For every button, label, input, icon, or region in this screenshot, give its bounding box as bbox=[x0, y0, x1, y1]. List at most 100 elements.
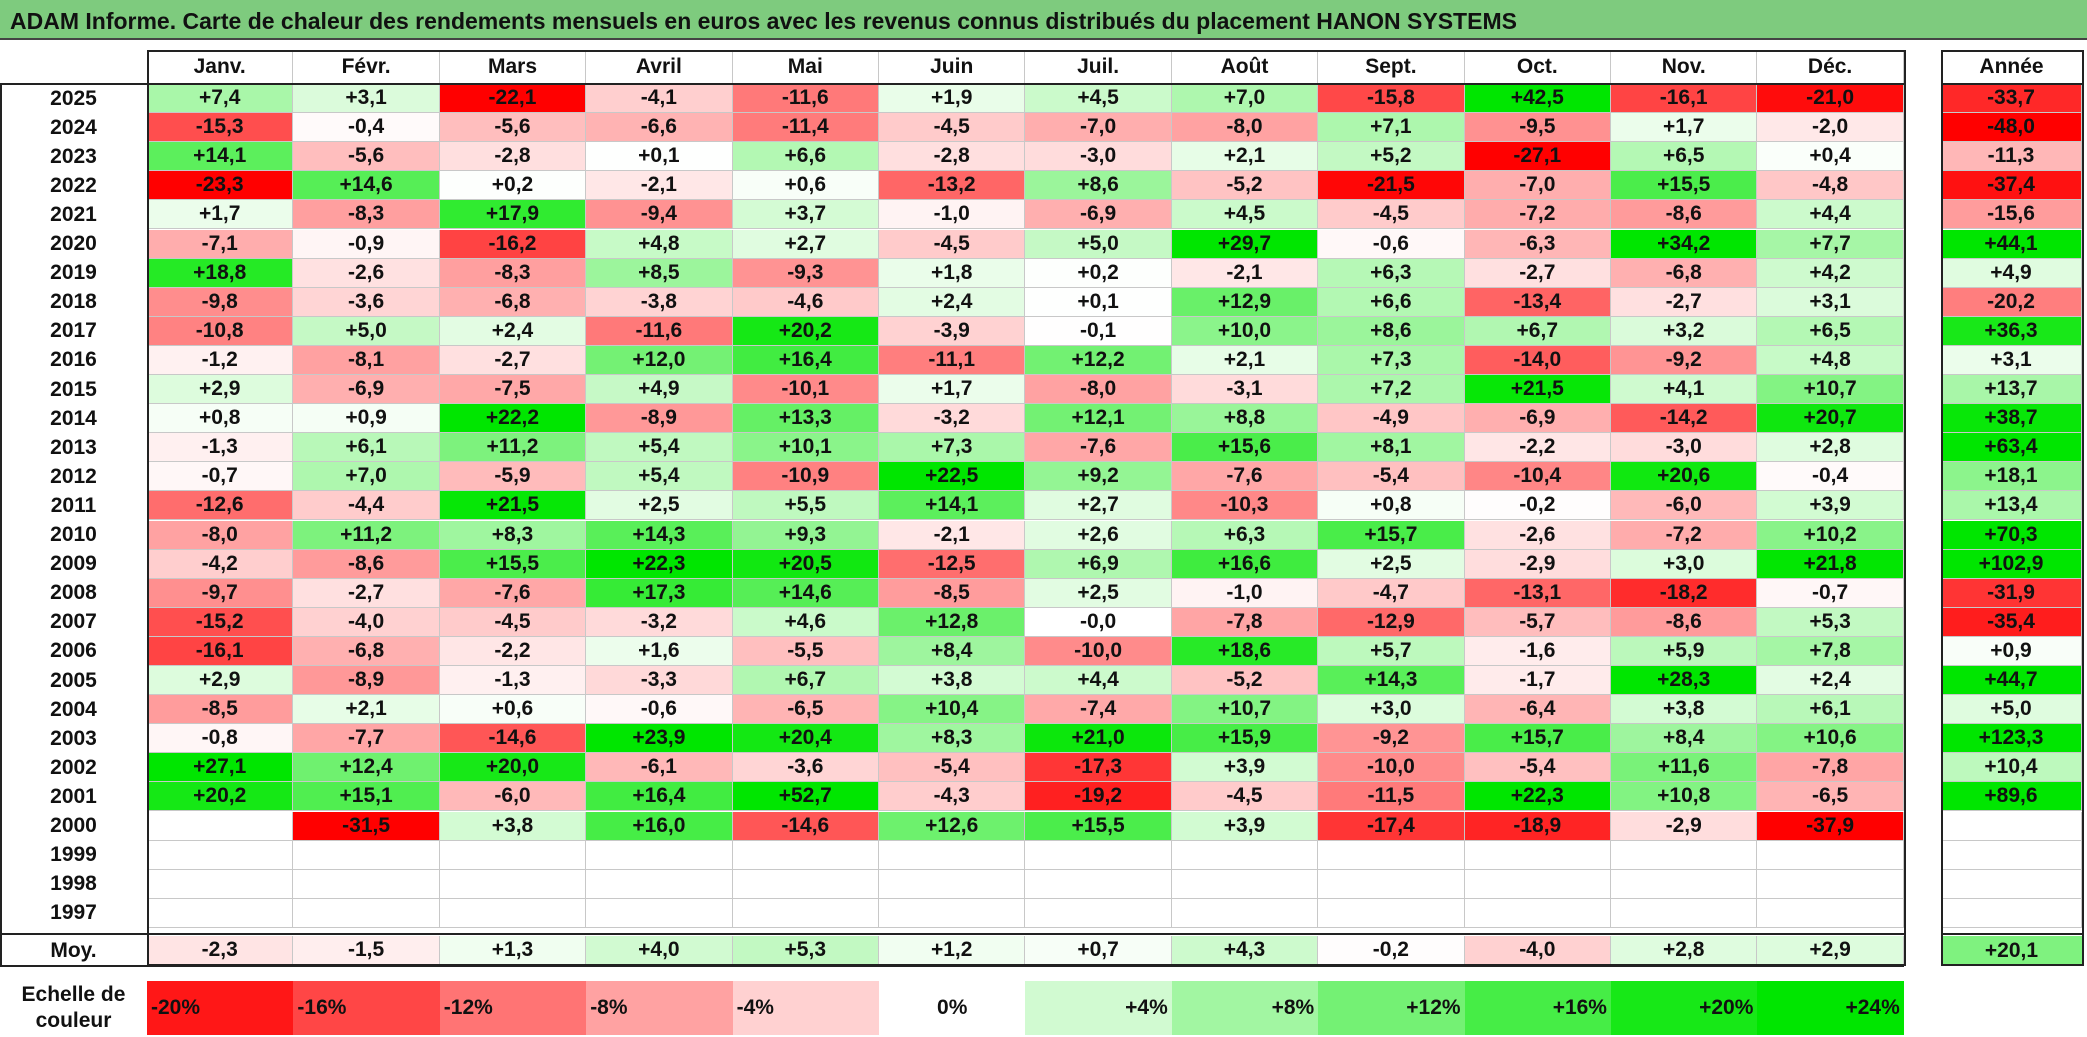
heat-cell: +15,6 bbox=[1171, 433, 1319, 463]
average-cell: +0,7 bbox=[1025, 936, 1172, 965]
heat-cell: -27,1 bbox=[1464, 142, 1611, 172]
heat-cell: -2,1 bbox=[1171, 258, 1319, 288]
annual-cell bbox=[1941, 840, 2082, 870]
year-label: 2017 bbox=[50, 319, 97, 343]
heat-cell: +2,4 bbox=[1757, 666, 1904, 696]
heat-cell: +4,9 bbox=[586, 375, 733, 405]
scale-step: +12% bbox=[1318, 981, 1465, 1035]
average-cell: +4,0 bbox=[586, 936, 733, 965]
heat-cell: -2,7 bbox=[439, 345, 587, 375]
heat-cell: +0,6 bbox=[439, 695, 587, 725]
heat-cell: -6,9 bbox=[1025, 200, 1172, 230]
heat-cell: +16,4 bbox=[586, 782, 733, 812]
heat-cell: +5,9 bbox=[1611, 636, 1758, 666]
scale-step: -12% bbox=[439, 981, 587, 1035]
year-label: 2007 bbox=[50, 610, 97, 634]
heat-cell: -9,8 bbox=[147, 287, 294, 317]
heat-cell: -14,6 bbox=[439, 724, 587, 754]
heat-cell: -19,2 bbox=[1025, 782, 1172, 812]
annual-cell bbox=[1941, 898, 2082, 928]
heat-cell: -4,5 bbox=[1171, 782, 1319, 812]
heat-cell: -7,4 bbox=[1025, 695, 1172, 725]
heat-cell: -4,2 bbox=[147, 549, 294, 579]
heat-cell: +5,0 bbox=[293, 316, 440, 346]
heat-cell: +21,8 bbox=[1757, 549, 1904, 579]
average-cell: +2,8 bbox=[1611, 936, 1758, 965]
average-cell: -0,2 bbox=[1318, 936, 1465, 965]
heat-cell: +2,5 bbox=[1025, 578, 1172, 608]
heat-cell: +14,6 bbox=[732, 578, 879, 608]
average-separator-top bbox=[0, 933, 1904, 935]
heat-cell bbox=[1757, 898, 1904, 928]
heat-cell: -13,4 bbox=[1464, 287, 1611, 317]
heat-cell: -7,8 bbox=[1757, 753, 1904, 783]
heat-cell: +2,9 bbox=[147, 666, 294, 696]
heat-cell: -2,8 bbox=[439, 142, 587, 172]
heat-cell: +3,7 bbox=[732, 200, 879, 230]
heat-cell: -2,1 bbox=[879, 520, 1026, 550]
heat-cell: +14,3 bbox=[1318, 666, 1465, 696]
heat-cell bbox=[732, 840, 879, 870]
heat-cell: -3,8 bbox=[586, 287, 733, 317]
heat-cell: +15,1 bbox=[293, 782, 440, 812]
heat-cell: -7,5 bbox=[439, 375, 587, 405]
heat-cell bbox=[293, 840, 440, 870]
heat-cell: -1,7 bbox=[1464, 666, 1611, 696]
heat-cell: +0,2 bbox=[439, 171, 587, 201]
annual-cell: +44,7 bbox=[1941, 666, 2082, 696]
heat-cell: -0,1 bbox=[1025, 316, 1172, 346]
heat-cell: -4,6 bbox=[732, 287, 879, 317]
heat-cell: -3,3 bbox=[586, 666, 733, 696]
heat-cell: -5,6 bbox=[293, 142, 440, 172]
heat-cell: -37,9 bbox=[1757, 811, 1904, 841]
heat-cell bbox=[1025, 840, 1172, 870]
heat-cell: +11,6 bbox=[1611, 753, 1758, 783]
month-header: Juin bbox=[879, 50, 1026, 84]
heat-cell: -6,5 bbox=[1757, 782, 1904, 812]
heat-cell: -6,0 bbox=[1611, 491, 1758, 521]
heat-cell: +14,1 bbox=[879, 491, 1026, 521]
annual-header: Année bbox=[1979, 55, 2044, 78]
heat-cell: +3,8 bbox=[1611, 695, 1758, 725]
year-label: 2003 bbox=[50, 726, 97, 750]
heat-cell: +10,0 bbox=[1171, 316, 1319, 346]
heat-cell: -5,4 bbox=[879, 753, 1026, 783]
average-cell: -4,0 bbox=[1464, 936, 1611, 965]
heat-cell: -6,3 bbox=[1464, 229, 1611, 259]
heat-cell: +1,9 bbox=[879, 84, 1026, 114]
heat-cell: -8,6 bbox=[1611, 607, 1758, 637]
heat-cell: +7,0 bbox=[1171, 84, 1319, 114]
heat-cell: +9,2 bbox=[1025, 462, 1172, 492]
scale-step: -4% bbox=[732, 981, 879, 1035]
scale-step: -16% bbox=[293, 981, 440, 1035]
annual-cell bbox=[1941, 811, 2082, 841]
month-header: Févr. bbox=[293, 50, 440, 84]
heat-cell bbox=[1171, 840, 1319, 870]
scale-step: +20% bbox=[1611, 981, 1758, 1035]
heat-cell: -7,6 bbox=[1025, 433, 1172, 463]
month-header: Mai bbox=[732, 50, 879, 84]
heat-cell: -3,0 bbox=[1025, 142, 1172, 172]
heat-cell: -2,6 bbox=[1464, 520, 1611, 550]
heat-cell: -0,7 bbox=[1757, 578, 1904, 608]
heat-cell: +7,8 bbox=[1757, 636, 1904, 666]
heat-cell: +7,7 bbox=[1757, 229, 1904, 259]
year-label: 2024 bbox=[50, 115, 97, 139]
heat-cell: -4,5 bbox=[879, 229, 1026, 259]
heat-cell: +20,7 bbox=[1757, 404, 1904, 434]
heat-cell bbox=[147, 840, 294, 870]
heat-cell: +15,5 bbox=[439, 549, 587, 579]
heat-cell: -2,7 bbox=[293, 578, 440, 608]
heat-cell: -7,1 bbox=[147, 229, 294, 259]
heat-cell: -15,8 bbox=[1318, 84, 1465, 114]
heat-cell: +14,6 bbox=[293, 171, 440, 201]
heat-cell bbox=[1171, 898, 1319, 928]
heat-cell: +16,6 bbox=[1171, 549, 1319, 579]
heat-cell: -2,8 bbox=[879, 142, 1026, 172]
heat-cell: -3,0 bbox=[1611, 433, 1758, 463]
heat-cell: -4,5 bbox=[879, 113, 1026, 143]
heat-cell: -8,6 bbox=[293, 549, 440, 579]
heat-cell: -9,2 bbox=[1611, 345, 1758, 375]
heat-cell: +2,9 bbox=[147, 375, 294, 405]
heat-cell: +12,4 bbox=[293, 753, 440, 783]
